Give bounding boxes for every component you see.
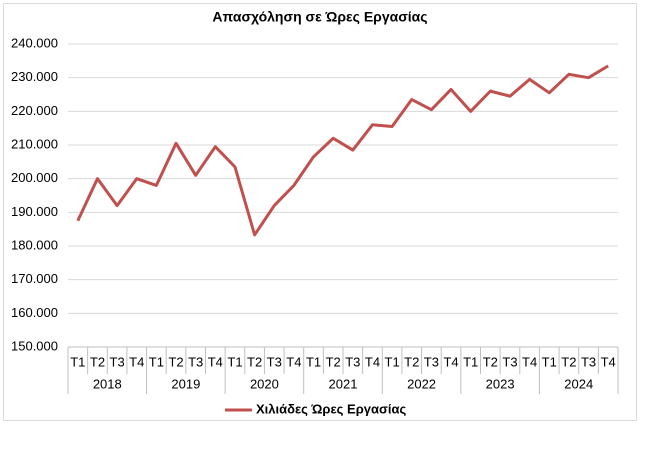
x-tick-label: T1 — [227, 354, 242, 369]
y-tick-label: 180.000 — [11, 237, 58, 252]
x-tick-label: T1 — [149, 354, 164, 369]
x-tick-label: T4 — [286, 354, 301, 369]
x-tick-label: T2 — [326, 354, 341, 369]
y-tick-label: 240.000 — [11, 35, 58, 50]
x-tick-label: T2 — [561, 354, 576, 369]
x-tick-label: T3 — [110, 354, 125, 369]
x-group-label: 2024 — [564, 376, 593, 391]
x-tick-label: T3 — [188, 354, 203, 369]
legend-label: Χιλιάδες Ώρες Εργασίας — [256, 401, 406, 416]
chart-title: Απασχόληση σε Ώρες Εργασίας — [212, 9, 427, 25]
y-tick-label: 220.000 — [11, 103, 58, 118]
y-tick-label: 230.000 — [11, 69, 58, 84]
y-tick-label: 210.000 — [11, 136, 58, 151]
y-tick-label: 160.000 — [11, 305, 58, 320]
x-tick-label: T2 — [168, 354, 183, 369]
x-tick-label: T4 — [522, 354, 537, 369]
x-tick-label: T4 — [601, 354, 616, 369]
x-tick-label: T1 — [70, 354, 85, 369]
x-tick-label: T3 — [267, 354, 282, 369]
x-tick-label: T2 — [404, 354, 419, 369]
x-tick-label: T1 — [463, 354, 478, 369]
x-group-label: 2021 — [329, 376, 358, 391]
x-group-label: 2019 — [171, 376, 200, 391]
x-tick-label: T3 — [424, 354, 439, 369]
x-tick-label: T2 — [247, 354, 262, 369]
x-tick-label: T1 — [385, 354, 400, 369]
x-tick-label: T4 — [443, 354, 458, 369]
x-tick-label: T4 — [208, 354, 223, 369]
x-tick-label: T4 — [365, 354, 380, 369]
y-tick-label: 170.000 — [11, 271, 58, 286]
x-tick-label: T1 — [542, 354, 557, 369]
x-tick-label: T3 — [502, 354, 517, 369]
x-tick-label: T3 — [345, 354, 360, 369]
y-tick-label: 190.000 — [11, 204, 58, 219]
x-tick-label: T3 — [581, 354, 596, 369]
x-group-label: 2023 — [486, 376, 515, 391]
data-line — [76, 64, 609, 237]
x-group-label: 2018 — [93, 376, 122, 391]
x-tick-label: T1 — [306, 354, 321, 369]
x-group-label: 2020 — [250, 376, 279, 391]
y-tick-label: 200.000 — [11, 170, 58, 185]
x-tick-label: T2 — [483, 354, 498, 369]
x-tick-label: T4 — [129, 354, 144, 369]
x-tick-label: T2 — [90, 354, 105, 369]
x-group-label: 2022 — [407, 376, 436, 391]
y-tick-label: 150.000 — [11, 338, 58, 353]
